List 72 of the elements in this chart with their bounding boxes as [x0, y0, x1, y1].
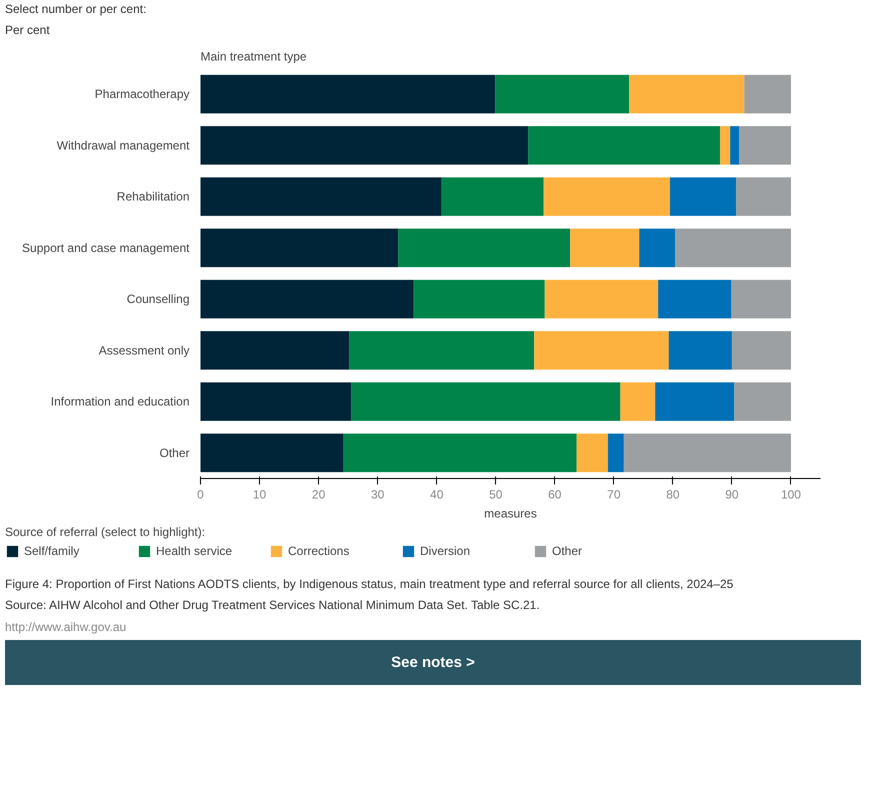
bar — [544, 178, 670, 216]
bar — [200, 280, 414, 319]
bar — [732, 331, 791, 370]
bar — [739, 126, 791, 165]
bar — [720, 126, 730, 165]
bar — [200, 382, 352, 422]
y-tick-label: Assessment only — [98, 344, 190, 358]
bar — [200, 126, 528, 165]
bar — [200, 228, 398, 268]
bar — [655, 382, 734, 422]
bar — [620, 382, 656, 422]
bar — [675, 228, 791, 268]
legend-label: Diversion — [420, 544, 472, 558]
bar — [544, 280, 658, 319]
x-tick-label: 90 — [725, 488, 739, 502]
text: Per cent — [5, 22, 50, 40]
x-axis-title: measures — [484, 506, 537, 521]
y-tick-label: Other — [159, 446, 190, 460]
bar — [398, 228, 570, 268]
bar — [200, 75, 496, 114]
bar — [670, 178, 736, 216]
bar — [351, 382, 620, 422]
bar — [200, 178, 442, 216]
y-tick-label: Support and case management — [22, 241, 190, 256]
x-tick-label: 60 — [548, 488, 562, 502]
legend-title: Source of referral (select to highlight): — [5, 525, 206, 540]
bar — [200, 434, 344, 472]
x-tick-label: 70 — [607, 488, 621, 502]
bar — [608, 434, 624, 472]
text: Select number or per cent: — [5, 1, 146, 18]
x-tick-label: 100 — [780, 488, 802, 502]
bar — [624, 434, 791, 472]
bar — [441, 178, 544, 216]
text: http://www.aihw.gov.au — [5, 618, 126, 636]
bar — [570, 228, 640, 268]
y-tick-label: Information and education — [50, 394, 190, 409]
bar — [576, 434, 608, 472]
y-tick-label: Counselling — [126, 292, 190, 306]
y-tick-label: Pharmacotherapy — [94, 87, 190, 102]
x-tick-label: 50 — [489, 488, 503, 502]
bar — [629, 75, 744, 114]
bar — [414, 280, 545, 319]
legend-label: Health service — [156, 544, 234, 558]
legend-label: Other — [552, 544, 584, 558]
bar — [736, 178, 791, 216]
y-axis-title: Main treatment type — [200, 50, 307, 64]
text: See notes > — [391, 652, 475, 673]
bar — [495, 75, 630, 114]
bar — [734, 382, 791, 422]
x-tick-label: 20 — [312, 488, 326, 502]
x-tick-label: 30 — [370, 488, 385, 502]
bar — [528, 126, 720, 165]
x-tick-label: 10 — [252, 488, 267, 502]
legend-label: Self/family — [24, 544, 80, 558]
bar — [730, 126, 740, 165]
y-tick-label: Rehabilitation — [116, 190, 190, 204]
bar — [744, 75, 791, 114]
x-tick-label: 40 — [430, 488, 444, 502]
bar — [343, 434, 577, 472]
caption: Figure 4: Proportion of First Nations AODTS clients, by Indigenous status, main treatment type and referral source for all clients, 2024–25 — [5, 576, 734, 594]
y-tick-label: Withdrawal management — [56, 138, 190, 153]
x-tick-label: 80 — [666, 488, 680, 502]
bar — [200, 331, 350, 370]
source-note: Source: AIHW Alcohol and Other Drug Treatment Services National Minimum Data Set. Table SC.21. — [5, 597, 540, 614]
bar — [668, 331, 732, 370]
bar — [731, 280, 791, 319]
legend-label: Corrections — [288, 544, 350, 558]
x-tick-label: 0 — [197, 488, 204, 502]
bar — [534, 331, 669, 370]
bar — [658, 280, 732, 319]
bar — [639, 228, 676, 268]
bar — [349, 331, 534, 370]
